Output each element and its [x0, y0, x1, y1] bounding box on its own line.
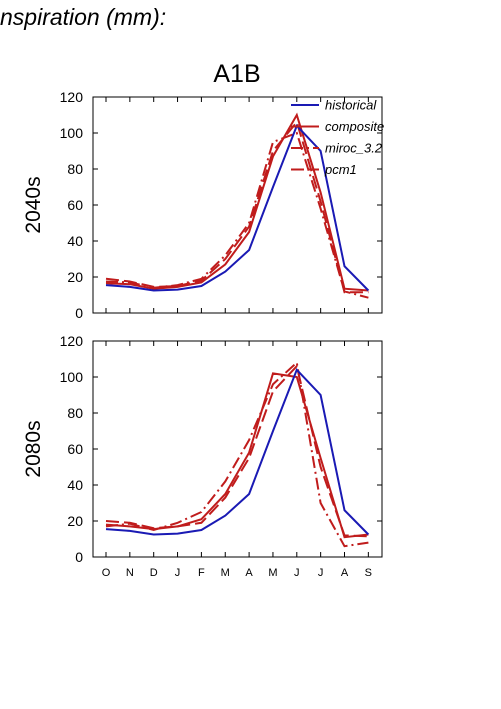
series-line-composite [105, 112, 369, 292]
chart-panel-2080s: 0 20 40 60 80 100 120 O N D J F M A M J J A S 2080s [22, 333, 383, 579]
scenario-title: A1B [213, 60, 260, 88]
x-tick-label: J [318, 567, 324, 579]
legend-label-pcm1: pcm1 [324, 162, 357, 177]
y-tick-label: 0 [75, 305, 83, 321]
x-tick-label: J [294, 567, 300, 579]
x-tick-label: S [365, 567, 372, 579]
legend-label-composite: composite [325, 119, 384, 134]
y-tick-label: 120 [60, 89, 84, 105]
series-line-historical [105, 367, 370, 536]
y-tick-label: 100 [60, 369, 84, 385]
y-tick-label: 40 [67, 233, 83, 249]
series-line-composite [105, 372, 369, 539]
panel-label-2080s: 2080s [22, 420, 45, 477]
series-line-miroc_3.2 [105, 131, 369, 299]
x-tick-label: O [102, 567, 111, 579]
chart-panel-2040s: 0 20 40 60 80 100 120 2040s historical composite m… [22, 89, 384, 321]
y-tick-label: 80 [67, 405, 83, 421]
legend: historical composite miroc_3.2 pcm1 [291, 98, 384, 177]
legend-label-miroc_3.2: miroc_3.2 [325, 141, 383, 156]
series-line-pcm1 [105, 120, 369, 294]
y-tick-label: 60 [67, 197, 83, 213]
x-tick-label: M [268, 567, 277, 579]
y-tick-label: 80 [67, 161, 83, 177]
legend-label-historical: historical [325, 98, 377, 113]
series-line-miroc_3.2 [105, 360, 369, 548]
series-line-historical [105, 123, 370, 292]
y-tick-label: 60 [67, 441, 83, 457]
x-tick-label: M [221, 567, 230, 579]
y-tick-label: 0 [75, 549, 83, 565]
y-tick-label: 100 [60, 125, 84, 141]
series-line-pcm1 [105, 364, 369, 538]
panels-group: 0 20 40 60 80 100 120 2040s historical composite m… [22, 89, 384, 579]
x-tick-label: J [175, 567, 181, 579]
y-tick-label: 120 [60, 333, 84, 349]
y-tick-label: 40 [67, 477, 83, 493]
x-tick-label: A [245, 567, 253, 579]
x-tick-label: F [198, 567, 205, 579]
x-tick-label: D [150, 567, 158, 579]
panel-label-2040s: 2040s [22, 176, 45, 233]
y-tick-label: 20 [67, 513, 83, 529]
page-title: nspiration (mm): [0, 4, 167, 30]
y-tick-label: 20 [67, 269, 83, 285]
x-tick-label: A [341, 567, 349, 579]
x-tick-label: N [126, 567, 134, 579]
